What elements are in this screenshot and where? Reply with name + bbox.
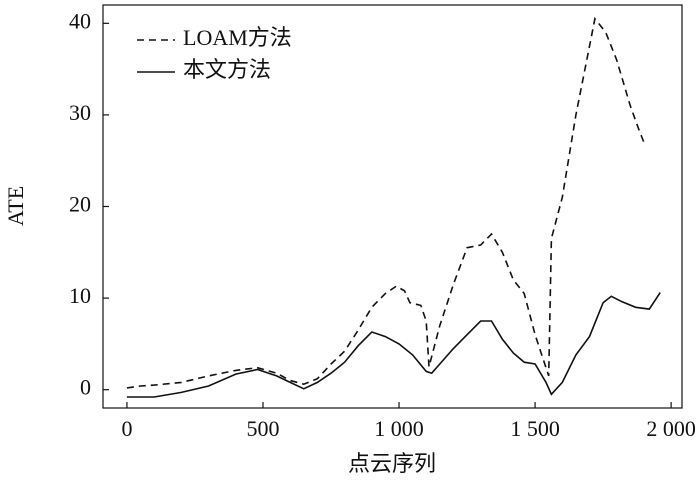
x-tick-label: 0 — [121, 416, 132, 441]
y-tick-label: 40 — [69, 8, 91, 33]
x-tick-label: 500 — [246, 416, 279, 441]
legend-label: LOAM方法 — [183, 25, 292, 50]
y-tick-label: 30 — [69, 100, 91, 125]
y-tick-label: 10 — [69, 283, 91, 308]
data-line — [126, 292, 661, 398]
legend-label: 本文方法 — [183, 57, 271, 82]
x-axis-label: 点云序列 — [348, 451, 436, 476]
y-tick-label: 20 — [69, 192, 91, 217]
x-tick-label: 2 000 — [646, 416, 696, 441]
y-tick-label: 0 — [80, 375, 91, 400]
x-tick-label: 1 500 — [510, 416, 560, 441]
x-tick-label: 1 000 — [374, 416, 424, 441]
data-line — [126, 16, 645, 389]
y-axis-label: ATE — [3, 186, 28, 226]
